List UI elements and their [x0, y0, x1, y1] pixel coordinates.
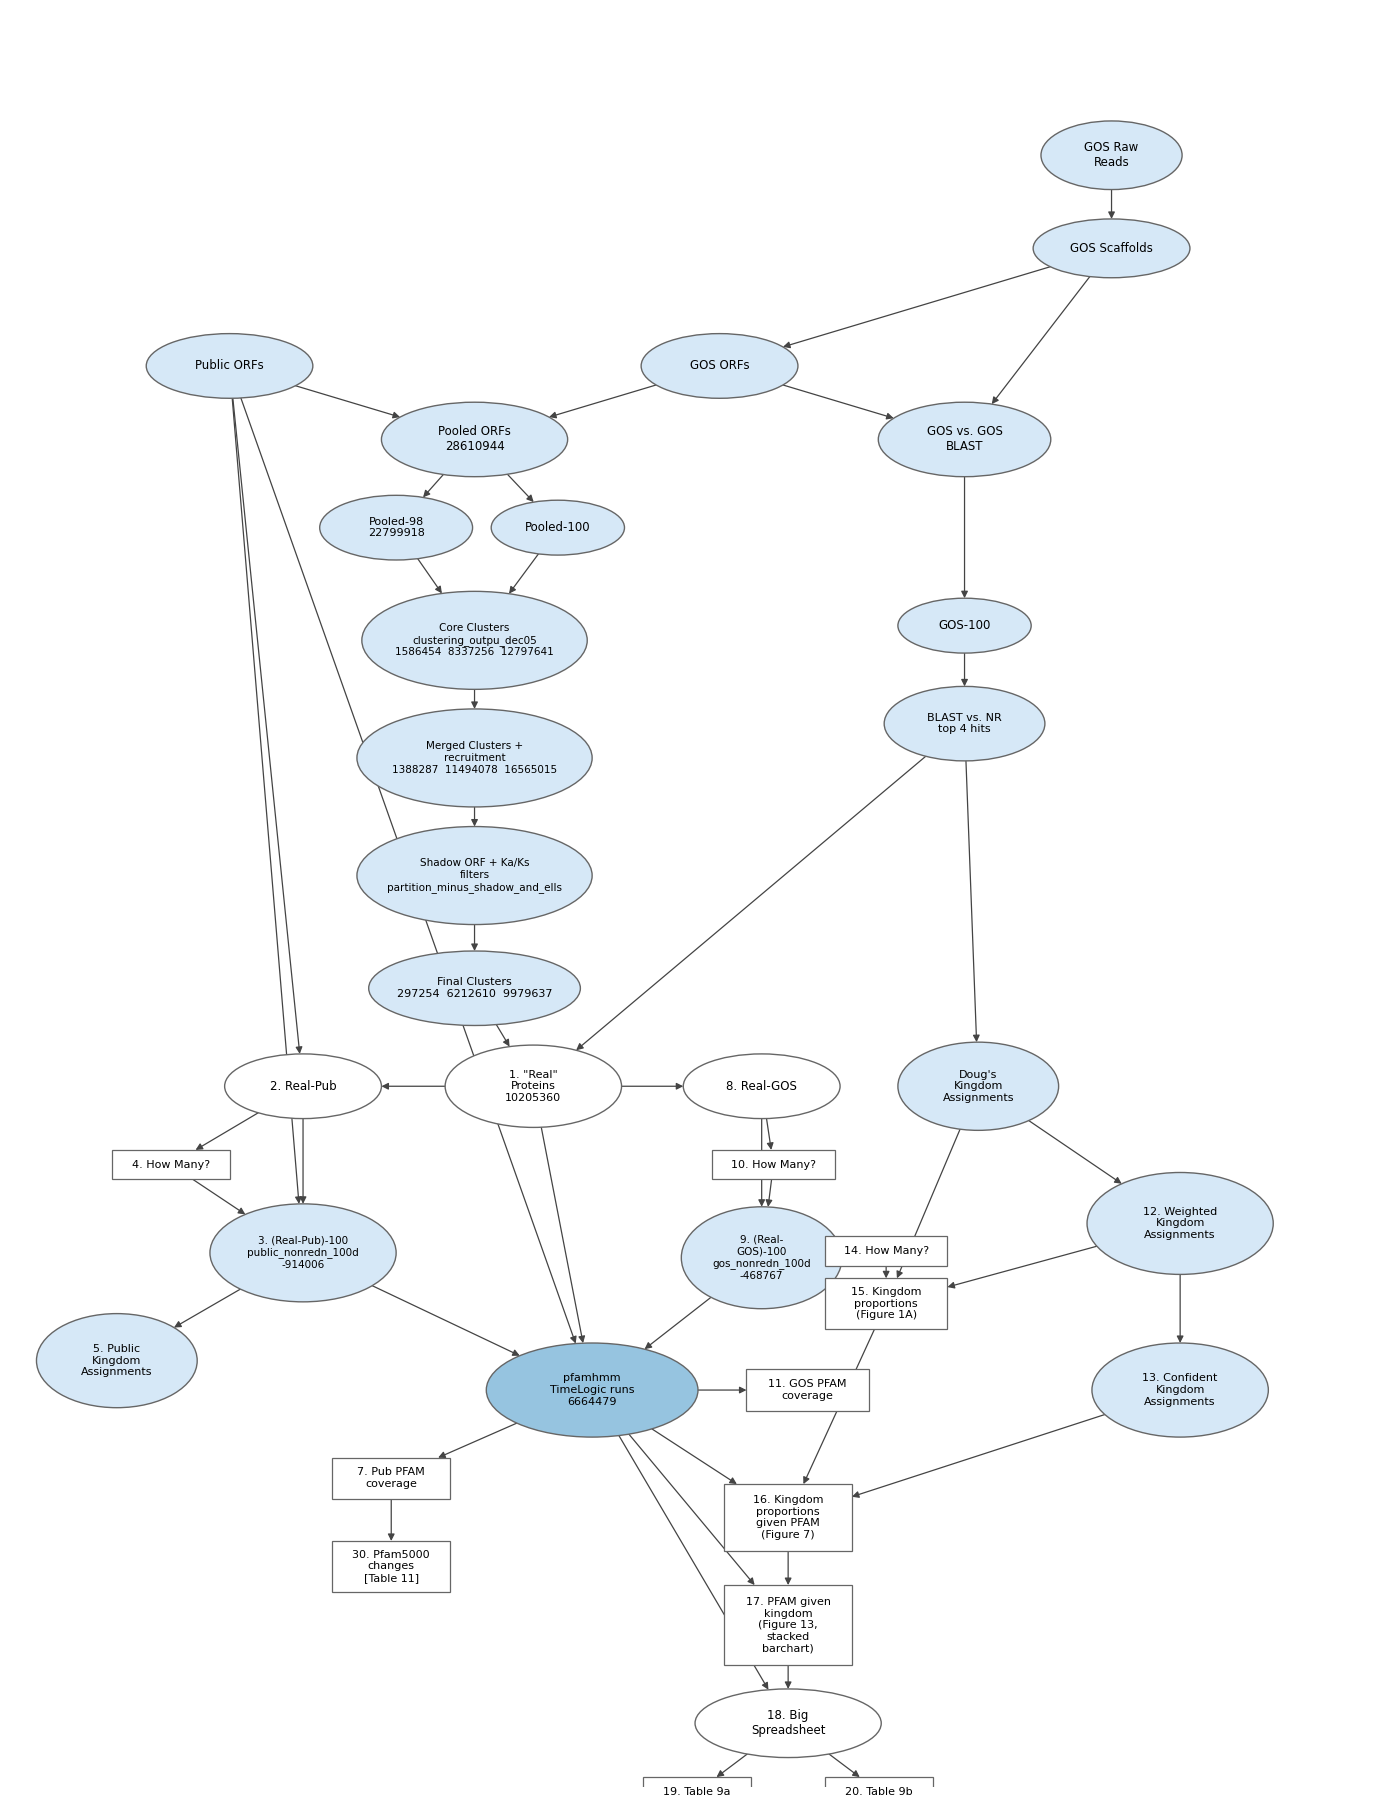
- Text: 16. Kingdom
proportions
given PFAM
(Figure 7): 16. Kingdom proportions given PFAM (Figu…: [753, 1495, 824, 1540]
- Ellipse shape: [878, 403, 1051, 477]
- Text: 1. "Real"
Proteins
10205360: 1. "Real" Proteins 10205360: [505, 1070, 562, 1103]
- FancyBboxPatch shape: [112, 1150, 230, 1179]
- Text: 17. PFAM given
kingdom
(Figure 13,
stacked
barchart): 17. PFAM given kingdom (Figure 13, stack…: [746, 1597, 831, 1653]
- Text: 30. Pfam5000
changes
[Table 11]: 30. Pfam5000 changes [Table 11]: [353, 1550, 431, 1583]
- FancyBboxPatch shape: [747, 1370, 868, 1412]
- FancyBboxPatch shape: [712, 1150, 835, 1179]
- Ellipse shape: [319, 495, 473, 560]
- FancyBboxPatch shape: [725, 1585, 852, 1666]
- Text: 13. Confident
Kingdom
Assignments: 13. Confident Kingdom Assignments: [1143, 1374, 1218, 1406]
- Ellipse shape: [898, 597, 1032, 653]
- Text: Final Clusters
297254  6212610  9979637: Final Clusters 297254 6212610 9979637: [397, 978, 552, 998]
- Text: 3. (Real-Pub)-100
public_nonredn_100d
-914006: 3. (Real-Pub)-100 public_nonredn_100d -9…: [247, 1236, 358, 1271]
- FancyBboxPatch shape: [643, 1778, 751, 1805]
- Text: BLAST vs. NR
top 4 hits: BLAST vs. NR top 4 hits: [927, 713, 1002, 735]
- Ellipse shape: [491, 500, 625, 556]
- Text: GOS Raw
Reads: GOS Raw Reads: [1085, 141, 1139, 170]
- Text: Merged Clusters +
recruitment
1388287  11494078  16565015: Merged Clusters + recruitment 1388287 11…: [392, 742, 558, 774]
- FancyBboxPatch shape: [825, 1778, 933, 1805]
- Ellipse shape: [487, 1343, 698, 1437]
- Text: 8. Real-GOS: 8. Real-GOS: [726, 1079, 797, 1092]
- Text: 10. How Many?: 10. How Many?: [730, 1159, 815, 1170]
- Text: GOS-100: GOS-100: [938, 619, 991, 632]
- Text: 5. Public
Kingdom
Assignments: 5. Public Kingdom Assignments: [81, 1345, 152, 1377]
- Ellipse shape: [382, 403, 567, 477]
- Ellipse shape: [1033, 218, 1190, 278]
- Text: pfamhmm
TimeLogic runs
6664479: pfamhmm TimeLogic runs 6664479: [549, 1374, 634, 1406]
- Text: 11. GOS PFAM
coverage: 11. GOS PFAM coverage: [768, 1379, 848, 1401]
- Ellipse shape: [1092, 1343, 1269, 1437]
- Ellipse shape: [884, 686, 1046, 762]
- Ellipse shape: [357, 827, 592, 924]
- Text: 4. How Many?: 4. How Many?: [131, 1159, 210, 1170]
- Ellipse shape: [1041, 121, 1182, 190]
- Text: Doug's
Kingdom
Assignments: Doug's Kingdom Assignments: [942, 1070, 1013, 1103]
- Text: Pooled ORFs
28610944: Pooled ORFs 28610944: [438, 426, 512, 453]
- Text: 12. Weighted
Kingdom
Assignments: 12. Weighted Kingdom Assignments: [1143, 1208, 1217, 1240]
- Ellipse shape: [641, 334, 797, 399]
- Text: 14. How Many?: 14. How Many?: [843, 1245, 928, 1256]
- Ellipse shape: [683, 1054, 841, 1119]
- Text: Core Clusters
clustering_outpu_dec05
1586454  8337256  12797641: Core Clusters clustering_outpu_dec05 158…: [395, 623, 553, 657]
- FancyBboxPatch shape: [332, 1541, 450, 1592]
- FancyBboxPatch shape: [332, 1458, 450, 1498]
- Ellipse shape: [357, 709, 592, 807]
- Text: 9. (Real-
GOS)-100
gos_nonredn_100d
-468767: 9. (Real- GOS)-100 gos_nonredn_100d -468…: [712, 1235, 811, 1280]
- Ellipse shape: [368, 951, 580, 1025]
- Text: GOS vs. GOS
BLAST: GOS vs. GOS BLAST: [927, 426, 1002, 453]
- Text: Pooled-98
22799918: Pooled-98 22799918: [368, 516, 425, 538]
- Text: Public ORFs: Public ORFs: [195, 359, 263, 372]
- Ellipse shape: [362, 592, 587, 690]
- Text: 7. Pub PFAM
coverage: 7. Pub PFAM coverage: [357, 1467, 425, 1489]
- Ellipse shape: [898, 1041, 1058, 1130]
- Ellipse shape: [146, 334, 312, 399]
- FancyBboxPatch shape: [825, 1236, 948, 1265]
- Ellipse shape: [36, 1314, 197, 1408]
- Text: GOS Scaffolds: GOS Scaffolds: [1071, 242, 1153, 255]
- Text: Pooled-100: Pooled-100: [526, 522, 591, 534]
- Ellipse shape: [445, 1045, 622, 1128]
- Ellipse shape: [224, 1054, 382, 1119]
- Text: 15. Kingdom
proportions
(Figure 1A): 15. Kingdom proportions (Figure 1A): [850, 1287, 921, 1321]
- Ellipse shape: [682, 1208, 842, 1309]
- Text: 2. Real-Pub: 2. Real-Pub: [269, 1079, 336, 1092]
- Text: Shadow ORF + Ka/Ks
filters
partition_minus_shadow_and_ells: Shadow ORF + Ka/Ks filters partition_min…: [388, 859, 562, 893]
- Text: GOS ORFs: GOS ORFs: [690, 359, 750, 372]
- FancyBboxPatch shape: [725, 1484, 852, 1550]
- Text: 20. Table 9b: 20. Table 9b: [846, 1787, 913, 1796]
- FancyBboxPatch shape: [825, 1278, 948, 1328]
- Ellipse shape: [1087, 1173, 1273, 1274]
- Text: 18. Big
Spreadsheet: 18. Big Spreadsheet: [751, 1709, 825, 1736]
- Ellipse shape: [696, 1689, 881, 1758]
- Text: 19. Table 9a: 19. Table 9a: [664, 1787, 730, 1796]
- Ellipse shape: [210, 1204, 396, 1301]
